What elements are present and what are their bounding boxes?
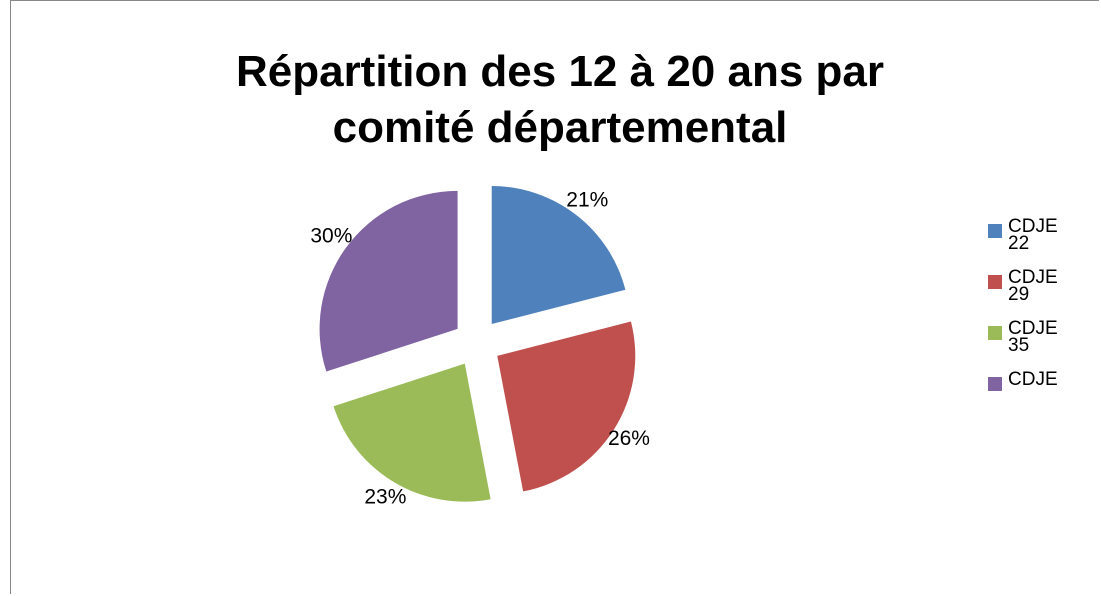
data-label: 30%: [310, 225, 352, 248]
chart-title: Répartition des 12 à 20 ans par comité d…: [235, 47, 885, 152]
pie-slice: [333, 363, 491, 502]
legend-label: CDJE: [1008, 369, 1058, 390]
legend-label: CDJE 29: [1008, 267, 1058, 305]
legend-label: CDJE 22: [1008, 216, 1058, 254]
legend-swatch: [988, 326, 1002, 340]
legend-swatch: [988, 224, 1002, 238]
pie-slice: [319, 190, 458, 372]
pie-slice: [491, 186, 626, 325]
legend-swatch: [988, 275, 1002, 289]
data-label: 23%: [364, 485, 406, 508]
legend-label: CDJE 35: [1008, 318, 1058, 356]
data-label: 26%: [608, 427, 650, 450]
data-label: 21%: [566, 188, 608, 211]
legend-swatch: [988, 377, 1002, 391]
pie-slice: [497, 321, 636, 492]
chart-frame: [10, 0, 1099, 594]
